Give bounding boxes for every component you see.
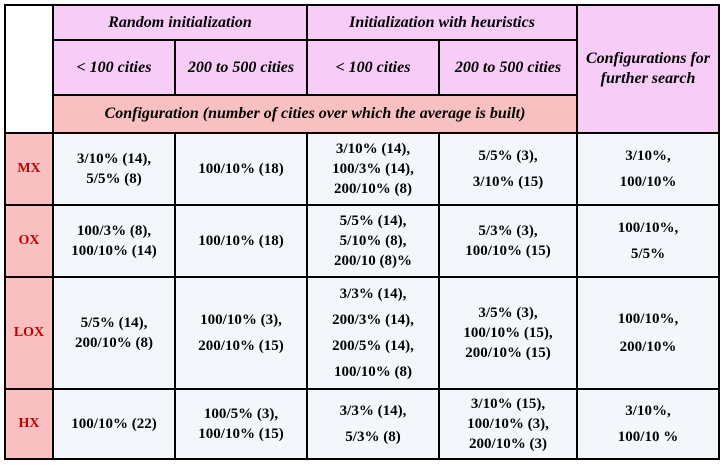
cell-random-large: 100/10% (18)	[173, 204, 309, 278]
header-random-init: Random initialization	[51, 4, 309, 41]
header-random-lt100: < 100 cities	[52, 39, 176, 96]
cell-heuristic-small: 3/10% (14), 100/3% (14), 200/10% (8)	[306, 132, 441, 206]
table-row: MX 3/10% (14), 5/5% (8) 100/10% (18) 3/1…	[4, 132, 721, 206]
cell-heuristic-small: 5/5% (14), 5/10% (8), 200/10 (8)%	[306, 204, 441, 278]
cell-heuristic-large: 5/5% (3), 3/10% (15)	[438, 132, 579, 206]
table-row: OX 100/3% (8), 100/10% (14) 100/10% (18)…	[4, 204, 721, 278]
cell-further: 100/10%, 5/5%	[576, 204, 721, 278]
cell-random-small: 5/5% (14), 200/10% (8)	[52, 276, 176, 390]
cell-heuristic-small: 3/3% (14), 200/3% (14), 200/5% (14), 100…	[306, 276, 441, 390]
cell-random-small: 3/10% (14), 5/5% (8)	[52, 132, 176, 206]
row-label: LOX	[4, 276, 54, 390]
header-heuristic-range: 200 to 500 cities	[438, 39, 579, 96]
header-heuristic-lt100: < 100 cities	[306, 39, 441, 96]
row-label: OX	[4, 204, 54, 278]
cell-further: 100/10%, 200/10%	[576, 276, 721, 390]
cell-random-large: 100/10% (18)	[173, 132, 309, 206]
results-table: Random initialization Initialization wit…	[4, 4, 721, 460]
header-random-range: 200 to 500 cities	[173, 39, 309, 96]
cell-heuristic-large: 3/10% (15), 100/10% (3), 200/10% (3)	[438, 388, 579, 460]
header-further-search: Configurations for further search	[576, 4, 721, 134]
row-label: MX	[4, 132, 54, 206]
cell-random-large: 100/10% (3), 200/10% (15)	[173, 276, 309, 390]
cell-further: 3/10%, 100/10 %	[576, 388, 721, 460]
header-configuration: Configuration (number of cities over whi…	[51, 94, 579, 134]
cell-further: 3/10%, 100/10%	[576, 132, 721, 206]
cell-heuristic-large: 3/5% (3), 100/10% (15), 200/10% (15)	[438, 276, 579, 390]
cell-random-small: 100/10% (22)	[52, 388, 176, 460]
row-label: HX	[4, 388, 54, 460]
table-row: LOX 5/5% (14), 200/10% (8) 100/10% (3), …	[4, 276, 721, 390]
cell-heuristic-small: 3/3% (14), 5/3% (8)	[306, 388, 441, 460]
cell-random-large: 100/5% (3), 100/10% (15)	[173, 388, 309, 460]
corner-cell	[4, 4, 54, 134]
cell-heuristic-large: 5/3% (3), 100/10% (15)	[438, 204, 579, 278]
table-row: HX 100/10% (22) 100/5% (3), 100/10% (15)…	[4, 388, 721, 460]
cell-random-small: 100/3% (8), 100/10% (14)	[52, 204, 176, 278]
header-heuristic-init: Initialization with heuristics	[306, 4, 579, 41]
